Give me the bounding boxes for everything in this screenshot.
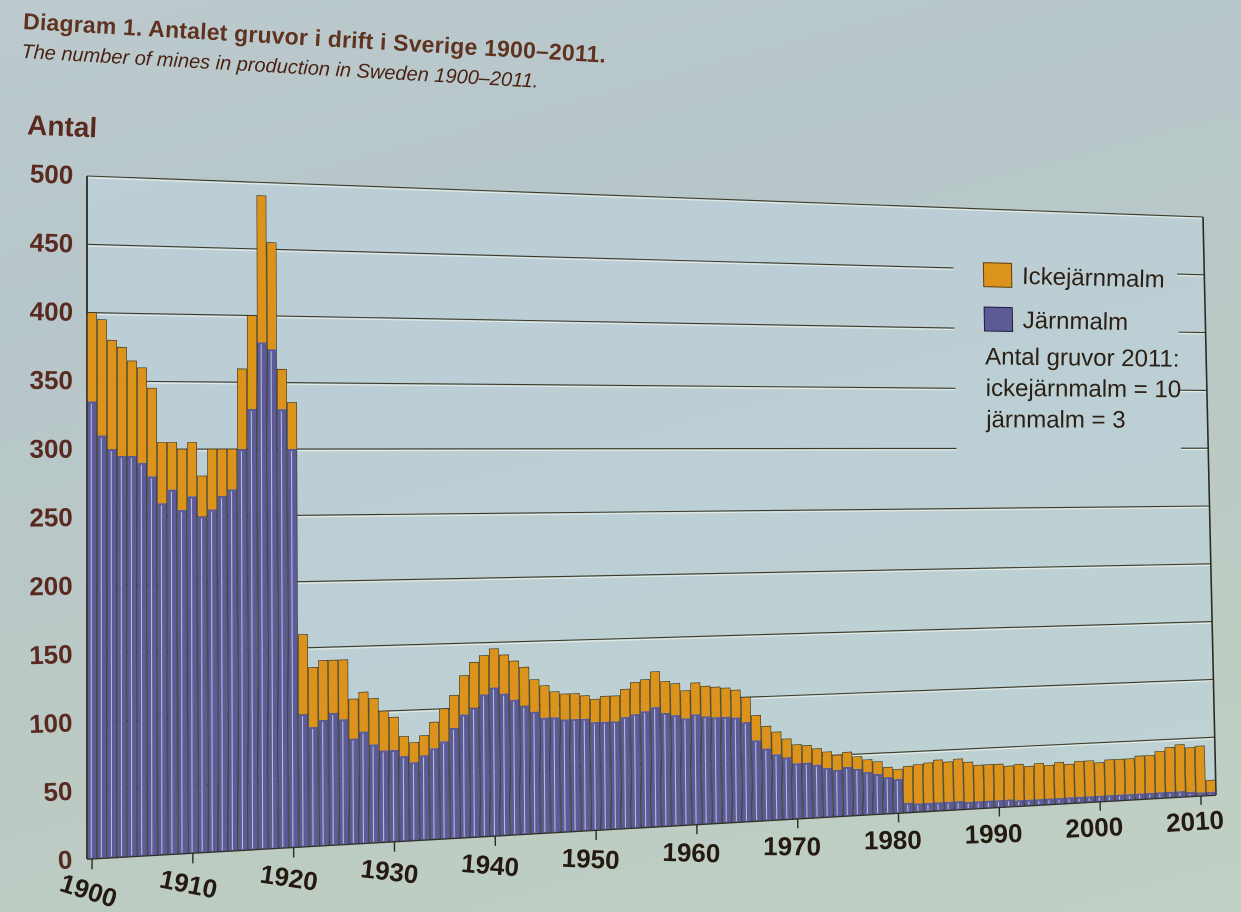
svg-text:ickejärnmalm = 10: ickejärnmalm = 10 <box>986 375 1182 403</box>
svg-text:500: 500 <box>29 158 73 190</box>
svg-text:1980: 1980 <box>864 825 922 856</box>
svg-text:Antal gruvor 2011:: Antal gruvor 2011: <box>985 343 1180 372</box>
svg-text:1970: 1970 <box>763 831 821 861</box>
svg-text:1950: 1950 <box>561 843 620 875</box>
svg-text:200: 200 <box>29 571 73 602</box>
svg-text:1920: 1920 <box>258 859 320 897</box>
svg-text:järnmalm = 3: järnmalm = 3 <box>985 406 1125 433</box>
svg-text:450: 450 <box>29 227 73 258</box>
svg-text:Ickejärnmalm: Ickejärnmalm <box>1022 263 1165 294</box>
svg-text:300: 300 <box>29 434 72 464</box>
svg-text:1910: 1910 <box>157 864 220 905</box>
svg-text:1940: 1940 <box>460 848 520 882</box>
svg-text:150: 150 <box>29 639 73 670</box>
svg-text:1930: 1930 <box>359 853 420 889</box>
svg-text:250: 250 <box>29 502 73 532</box>
svg-text:100: 100 <box>29 707 74 739</box>
svg-text:1960: 1960 <box>662 837 721 868</box>
svg-text:2000: 2000 <box>1065 811 1124 844</box>
svg-text:350: 350 <box>29 365 73 395</box>
svg-text:Antal: Antal <box>27 109 98 143</box>
svg-text:400: 400 <box>29 296 73 327</box>
svg-text:50: 50 <box>43 776 73 807</box>
svg-text:1990: 1990 <box>964 818 1023 850</box>
svg-text:1900: 1900 <box>57 868 121 912</box>
svg-text:2010: 2010 <box>1165 805 1225 839</box>
svg-text:Järnmalm: Järnmalm <box>1023 307 1129 336</box>
